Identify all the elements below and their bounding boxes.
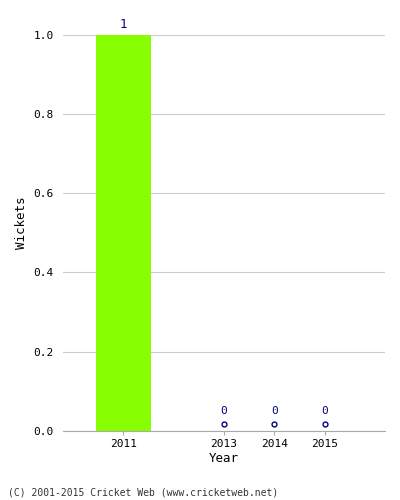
Text: 0: 0	[321, 406, 328, 416]
Text: (C) 2001-2015 Cricket Web (www.cricketweb.net): (C) 2001-2015 Cricket Web (www.cricketwe…	[8, 488, 278, 498]
Bar	[96, 35, 151, 431]
X-axis label: Year: Year	[209, 452, 239, 465]
Text: 0: 0	[220, 406, 227, 416]
Text: 1: 1	[120, 18, 127, 31]
Y-axis label: Wickets: Wickets	[15, 196, 28, 249]
Text: 0: 0	[271, 406, 278, 416]
